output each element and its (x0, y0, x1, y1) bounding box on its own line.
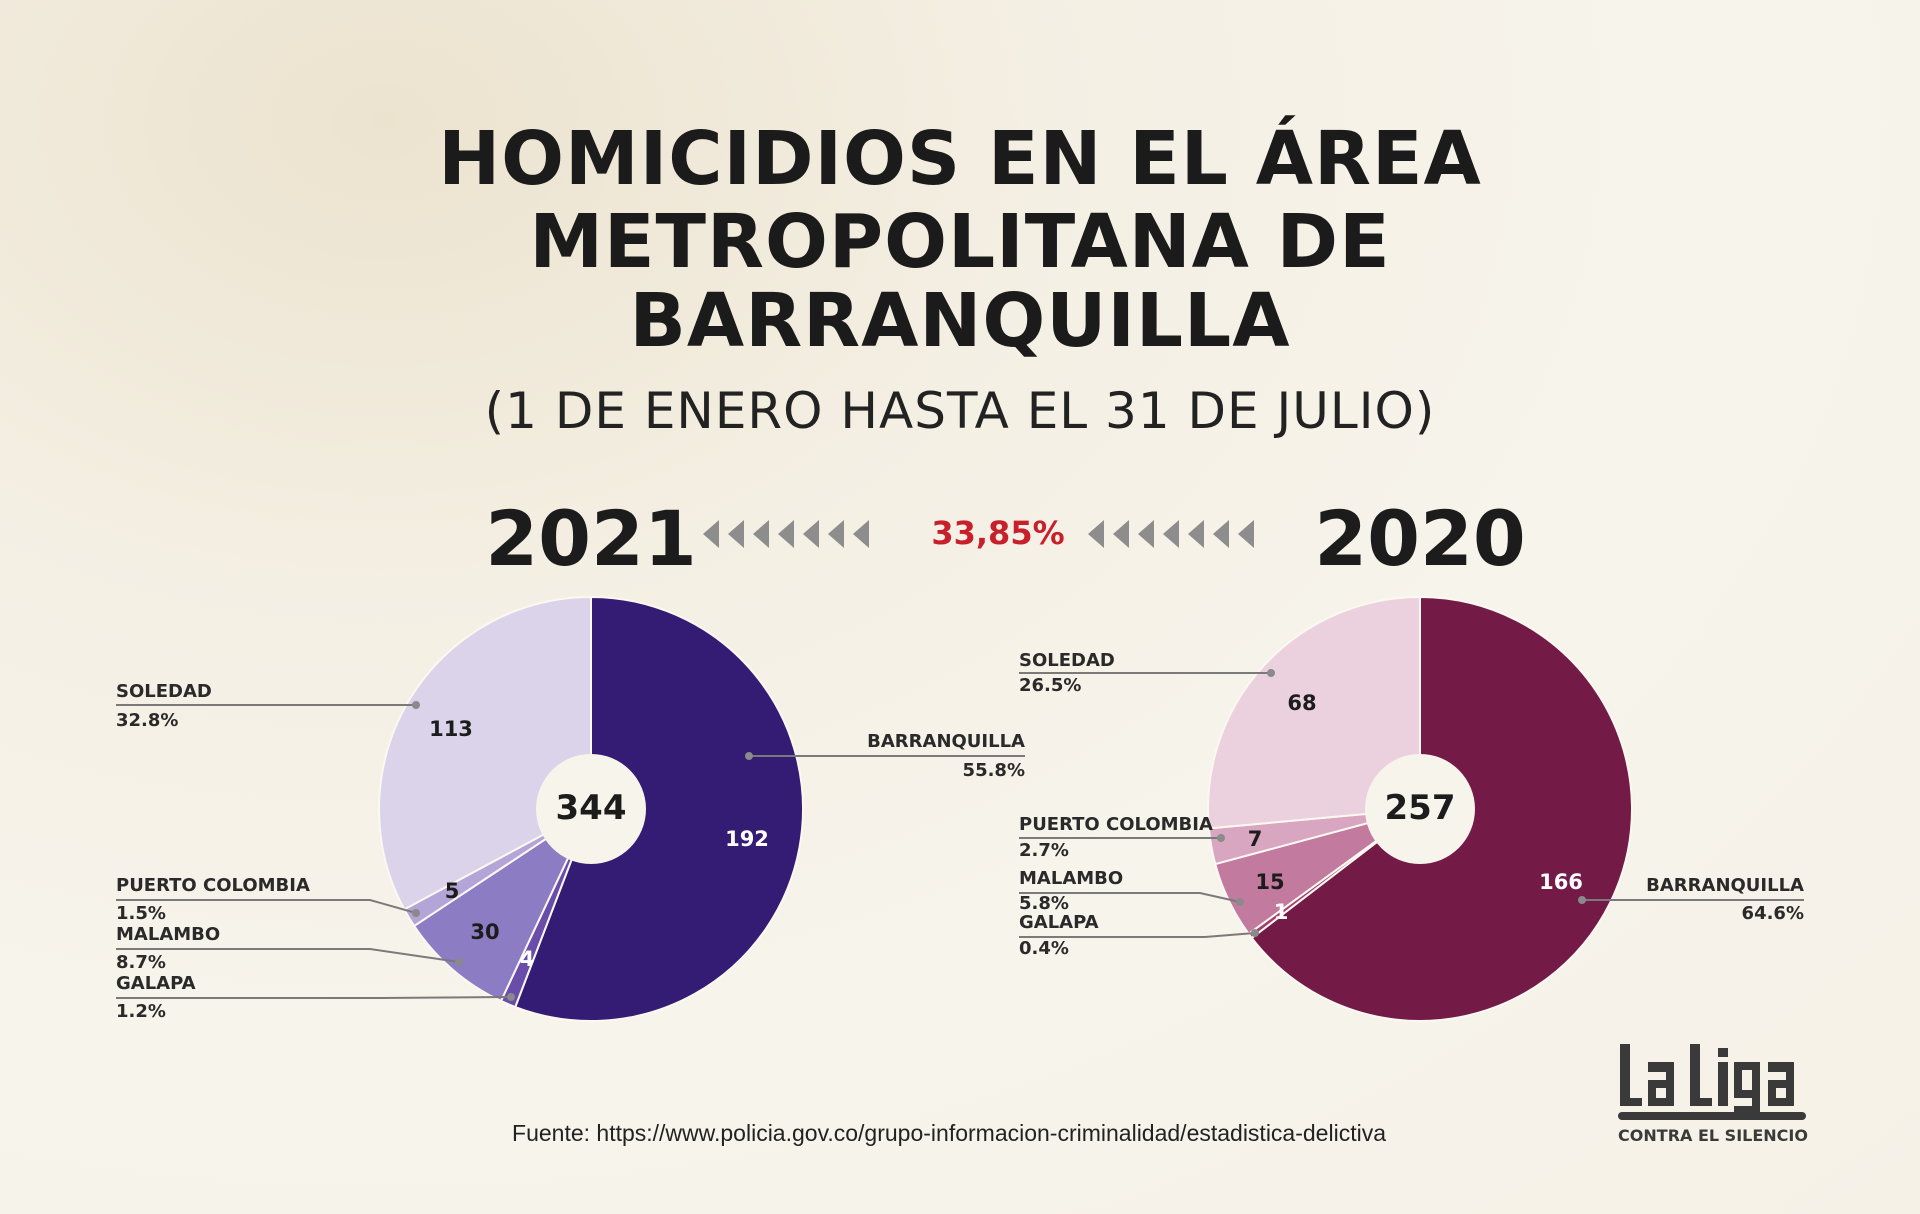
pie-slice-soledad-2020 (1207, 595, 1421, 830)
triangle-left-icon (728, 520, 744, 548)
la-liga-logo: CONTRA EL SILENCIO (1618, 1040, 1808, 1145)
leader-puerto-colombia-2021 (116, 899, 417, 914)
triangle-left-icon (1113, 520, 1129, 548)
pie-slice-soledad-2021 (378, 595, 592, 911)
leader-dot-galapa-2021 (507, 993, 515, 1001)
pct-malambo-2020: 5.8% (1019, 893, 1069, 914)
leader-malambo-2021 (116, 948, 460, 963)
pct-barranquilla-2020: 64.6% (1741, 903, 1804, 924)
triangle-left-icon (1163, 520, 1179, 548)
leader-dot-barranquilla-2021 (745, 752, 753, 760)
percent-change: 33,85% (931, 514, 1065, 552)
triangle-left-icon (1238, 520, 1254, 548)
source-note: Fuente: https://www.policia.gov.co/grupo… (512, 1120, 1386, 1146)
triangle-left-icon (1188, 520, 1204, 548)
total-2020: 257 (1384, 788, 1456, 828)
title-line-2: METROPOLITANA DE (529, 199, 1391, 285)
leader-dot-soledad-2020 (1267, 669, 1275, 677)
pct-soledad-2021: 32.8% (116, 710, 179, 731)
value-puerto-colombia-2020: 7 (1247, 827, 1263, 851)
triangle-left-icon (1213, 520, 1229, 548)
label-puerto-colombia-2020: PUERTO COLOMBIA (1019, 814, 1213, 835)
total-2021: 344 (555, 788, 627, 828)
triangle-left-icon (1088, 520, 1104, 548)
triangle-left-icon (1138, 520, 1154, 548)
arrows-left (703, 520, 869, 548)
leader-dot-barranquilla-2020 (1578, 896, 1586, 904)
leader-dot-puerto-colombia-2020 (1217, 834, 1225, 842)
logo-tagline: CONTRA EL SILENCIO (1618, 1126, 1808, 1145)
leader-galapa-2021 (116, 996, 512, 999)
label-galapa-2020: GALAPA (1019, 912, 1099, 933)
leader-dot-soledad-2021 (412, 701, 420, 709)
donut-hole-2020 (1365, 754, 1475, 864)
value-galapa-2021: 4 (519, 947, 535, 971)
value-puerto-colombia-2021: 5 (444, 879, 460, 903)
pct-galapa-2020: 0.4% (1019, 938, 1069, 959)
label-malambo-2021: MALAMBO (116, 924, 221, 945)
arrows-right (1088, 520, 1254, 548)
pct-puerto-colombia-2021: 1.5% (116, 903, 166, 924)
leader-dot-malambo-2020 (1236, 898, 1244, 906)
value-malambo-2021: 30 (470, 920, 500, 944)
leader-galapa-2020 (1019, 932, 1256, 938)
pct-soledad-2020: 26.5% (1019, 675, 1082, 696)
donut-hole-2021 (536, 754, 646, 864)
label-soledad-2021: SOLEDAD (116, 681, 212, 702)
label-barranquilla-2021: BARRANQUILLA (867, 731, 1025, 752)
value-barranquilla-2020: 166 (1539, 870, 1583, 894)
pie-slice-barranquilla-2021 (513, 595, 804, 1022)
year-2020: 2020 (1314, 494, 1526, 583)
pct-galapa-2021: 1.2% (116, 1001, 166, 1022)
leader-dot-puerto-colombia-2021 (412, 909, 420, 917)
label-galapa-2021: GALAPA (116, 973, 196, 994)
label-malambo-2020: MALAMBO (1019, 868, 1124, 889)
triangle-left-icon (853, 520, 869, 548)
value-galapa-2020: 1 (1273, 900, 1289, 924)
pie-slice-malambo-2021 (412, 806, 594, 1003)
triangle-left-icon (703, 520, 719, 548)
value-barranquilla-2021: 192 (725, 827, 769, 851)
leader-dot-malambo-2021 (455, 958, 463, 966)
title-line-3: BARRANQUILLA (629, 278, 1291, 364)
subtitle: (1 DE ENERO HASTA EL 31 DE JULIO) (484, 382, 1436, 440)
la-liga-wordmark (1618, 1044, 1806, 1120)
title-line-1: HOMICIDIOS EN EL ÁREA (438, 116, 1482, 202)
value-malambo-2020: 15 (1255, 870, 1285, 894)
triangle-left-icon (778, 520, 794, 548)
label-barranquilla-2020: BARRANQUILLA (1646, 875, 1804, 896)
value-soledad-2021: 113 (429, 717, 473, 741)
label-soledad-2020: SOLEDAD (1019, 650, 1115, 671)
pct-puerto-colombia-2020: 2.7% (1019, 840, 1069, 861)
leader-dot-galapa-2020 (1251, 929, 1259, 937)
pct-barranquilla-2021: 55.8% (962, 760, 1025, 781)
pct-malambo-2021: 8.7% (116, 952, 166, 973)
label-puerto-colombia-2021: PUERTO COLOMBIA (116, 875, 310, 896)
triangle-left-icon (828, 520, 844, 548)
value-soledad-2020: 68 (1287, 691, 1317, 715)
leader-malambo-2020 (1019, 892, 1241, 903)
triangle-left-icon (753, 520, 769, 548)
triangle-left-icon (803, 520, 819, 548)
year-2021: 2021 (485, 494, 697, 583)
